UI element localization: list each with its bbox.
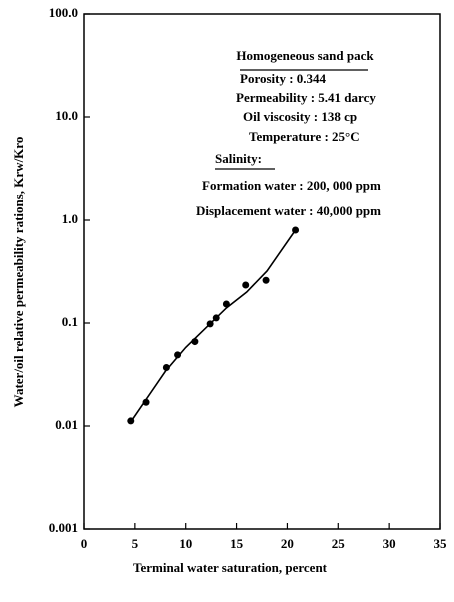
y-tick-label: 1.0	[62, 211, 78, 226]
annotation: Oil viscosity : 138 cp	[243, 109, 357, 124]
annotation: Permeability : 5.41 darcy	[236, 90, 376, 105]
y-axis-label: Water/oil relative permeability rations,…	[11, 137, 26, 408]
y-tick-label: 10.0	[55, 108, 78, 123]
annotation: Salinity:	[215, 151, 262, 166]
annotation: Temperature : 25°C	[249, 129, 360, 144]
x-tick-label: 25	[332, 536, 346, 551]
annotation: Displacement water : 40,000 ppm	[196, 203, 381, 218]
y-tick-label: 0.001	[49, 520, 78, 535]
data-point	[292, 226, 300, 234]
y-tick-label: 0.01	[55, 417, 78, 432]
annotation: Homogeneous sand pack	[236, 48, 374, 63]
plot-frame	[83, 13, 441, 530]
y-tick-label: 100.0	[49, 5, 78, 20]
data-point	[242, 281, 250, 289]
x-tick-label: 20	[281, 536, 294, 551]
fit-curve	[130, 229, 297, 423]
x-tick-label: 0	[81, 536, 88, 551]
annotation: Porosity : 0.344	[240, 71, 327, 86]
data-point	[206, 320, 214, 328]
annotation: Formation water : 200, 000 ppm	[202, 178, 381, 193]
data-point	[262, 276, 270, 284]
y-tick-label: 0.1	[62, 314, 78, 329]
data-point	[174, 351, 182, 359]
data-point	[212, 314, 220, 322]
data-point	[162, 363, 170, 371]
data-point	[142, 398, 150, 406]
x-tick-label: 5	[132, 536, 139, 551]
data-point	[127, 417, 135, 425]
data-point	[191, 338, 199, 346]
x-tick-label: 30	[383, 536, 396, 551]
data-point	[222, 300, 230, 308]
x-tick-label: 15	[230, 536, 244, 551]
x-tick-label: 35	[434, 536, 448, 551]
x-axis-label: Terminal water saturation, percent	[133, 560, 328, 575]
x-tick-label: 10	[179, 536, 192, 551]
